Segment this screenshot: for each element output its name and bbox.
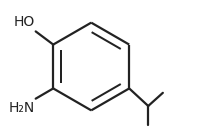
Text: HO: HO (14, 15, 35, 29)
Text: H₂N: H₂N (9, 101, 35, 115)
